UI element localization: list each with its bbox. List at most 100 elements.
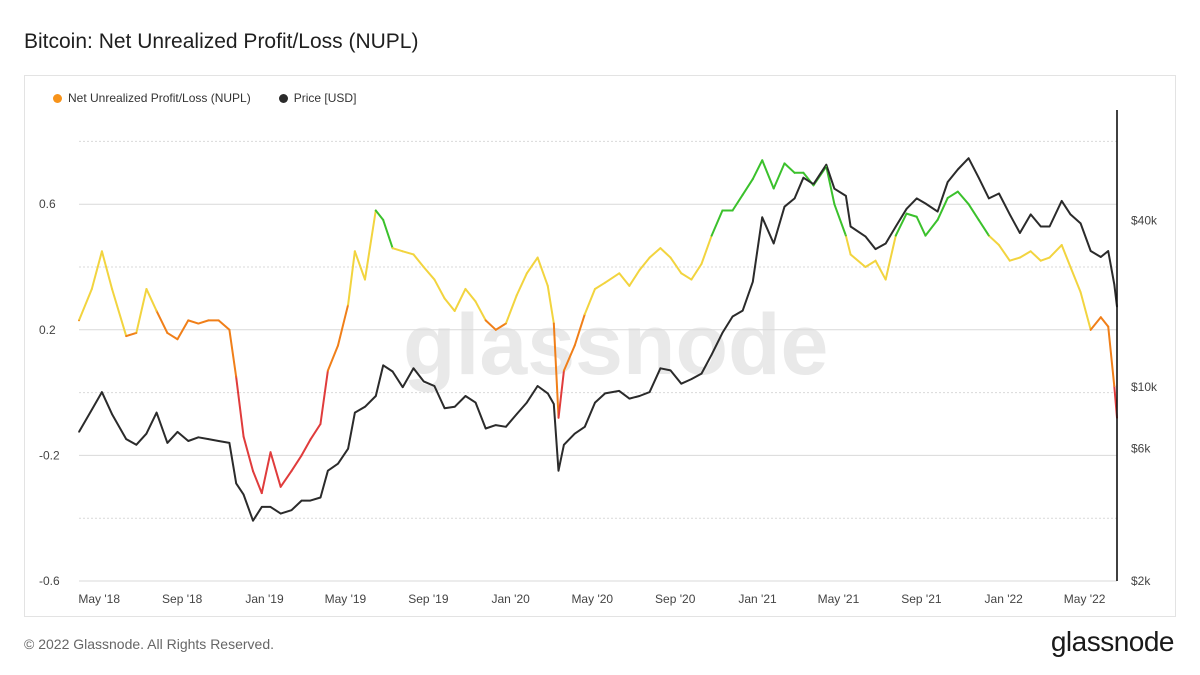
nupl-point: [495, 329, 497, 331]
nupl-line-segment: [628, 269, 641, 287]
nupl-point: [187, 319, 190, 322]
y-axis-left-ticks: 0.6 0.2 -0.2 -0.6: [39, 197, 60, 588]
price-point: [894, 225, 897, 228]
price-point: [977, 176, 980, 179]
nupl-point: [741, 193, 744, 196]
price-point: [1008, 213, 1011, 216]
nupl-line-segment: [484, 319, 497, 331]
price-point: [721, 332, 724, 334]
nupl-line-segment: [90, 250, 103, 290]
price-point: [443, 407, 446, 410]
price-point: [155, 411, 158, 414]
nupl-point: [197, 322, 200, 325]
legend-item-price[interactable]: Price [USD]: [278, 91, 356, 105]
nupl-line-segment: [525, 256, 539, 275]
legend-item-nupl[interactable]: Net Unrealized Profit/Loss (NUPL): [53, 91, 251, 105]
price-point: [936, 210, 939, 213]
price-point: [604, 392, 606, 395]
nupl-line-segment: [336, 303, 350, 347]
price-point: [1107, 250, 1110, 252]
nupl-line-segment: [155, 309, 169, 334]
nupl-point: [1107, 325, 1110, 328]
glassnode-logo[interactable]: glassnode: [1050, 626, 1175, 657]
nupl-point: [563, 369, 565, 372]
nupl-line-segment: [884, 234, 897, 281]
nupl-point: [680, 272, 683, 275]
nupl-point: [812, 184, 815, 187]
nupl-line-segment: [242, 435, 255, 473]
nupl-line-segment: [1048, 244, 1063, 259]
price-point: [751, 281, 754, 283]
nupl-line-segment: [433, 278, 446, 300]
nupl-line-segment: [1029, 250, 1042, 262]
chart-title: Bitcoin: Net Unrealized Profit/Loss (NUP…: [24, 30, 419, 53]
nupl-point: [628, 285, 631, 287]
nupl-point: [751, 178, 754, 180]
price-point: [915, 197, 918, 200]
nupl-line-segment: [772, 162, 786, 190]
price-point: [638, 395, 641, 397]
price-point: [391, 370, 394, 373]
nupl-line-segment: [593, 281, 607, 290]
nupl-point: [235, 376, 237, 378]
nupl-line-segment: [751, 159, 764, 181]
price-point: [957, 168, 959, 171]
nupl-line-segment: [166, 331, 179, 341]
nupl-point: [894, 234, 897, 237]
nupl-line-segment: [1089, 316, 1102, 331]
nupl-line-segment: [422, 266, 436, 281]
nupl-point: [1060, 244, 1063, 246]
nupl-line-segment: [401, 250, 415, 256]
x-tick-label: Sep '19: [408, 592, 449, 606]
nupl-point: [327, 369, 329, 372]
x-tick-label: Sep '18: [162, 592, 203, 606]
series-group: [78, 157, 1118, 522]
nupl-line-segment: [583, 287, 596, 316]
chart-canvas: glassnode May '18 Sep '18 Jan '19 May '19 Se…: [39, 110, 1158, 606]
nupl-line-segment: [453, 287, 467, 312]
price-point: [802, 176, 805, 179]
nupl-line-segment: [125, 331, 138, 338]
nupl-point: [1079, 291, 1082, 293]
price-point: [309, 499, 312, 502]
nupl-line-segment: [1018, 250, 1032, 259]
price-point: [422, 380, 425, 383]
price-point: [515, 413, 518, 415]
nupl-point: [849, 253, 852, 256]
nupl-line-segment: [680, 272, 693, 281]
nupl-line-segment: [659, 247, 672, 259]
price-point: [1048, 225, 1051, 228]
price-point: [91, 408, 93, 411]
legend-dot-price: [278, 93, 288, 103]
nupl-line-segment: [1107, 325, 1116, 388]
price-point: [505, 425, 507, 428]
watermark: glassnode: [403, 297, 828, 393]
nupl-point: [998, 244, 1000, 246]
nupl-point: [412, 253, 415, 256]
nupl-line-segment: [924, 218, 939, 237]
x-tick-label: Jan '22: [985, 592, 1024, 606]
y-left-tick-label: -0.2: [39, 448, 60, 462]
nupl-point: [269, 451, 272, 454]
nupl-line-segment: [573, 313, 586, 347]
nupl-line-segment: [618, 272, 631, 287]
price-point: [495, 424, 497, 426]
nupl-line-segment: [1039, 256, 1051, 262]
x-tick-label: May '20: [571, 592, 613, 606]
nupl-point: [731, 209, 734, 212]
y-right-tick-label: $40k: [1131, 213, 1158, 227]
price-point: [300, 499, 303, 502]
price-point: [197, 436, 200, 439]
price-point: [401, 386, 404, 389]
nupl-point: [772, 187, 775, 190]
nupl-point: [135, 332, 138, 334]
price-point: [998, 192, 1000, 195]
nupl-point: [573, 344, 576, 347]
nupl-point: [242, 435, 245, 438]
price-point: [825, 163, 828, 166]
nupl-point: [967, 203, 970, 205]
price-point: [783, 205, 786, 208]
nupl-line-segment: [905, 212, 918, 218]
nupl-line-segment: [326, 344, 339, 372]
nupl-line-segment: [269, 451, 282, 488]
